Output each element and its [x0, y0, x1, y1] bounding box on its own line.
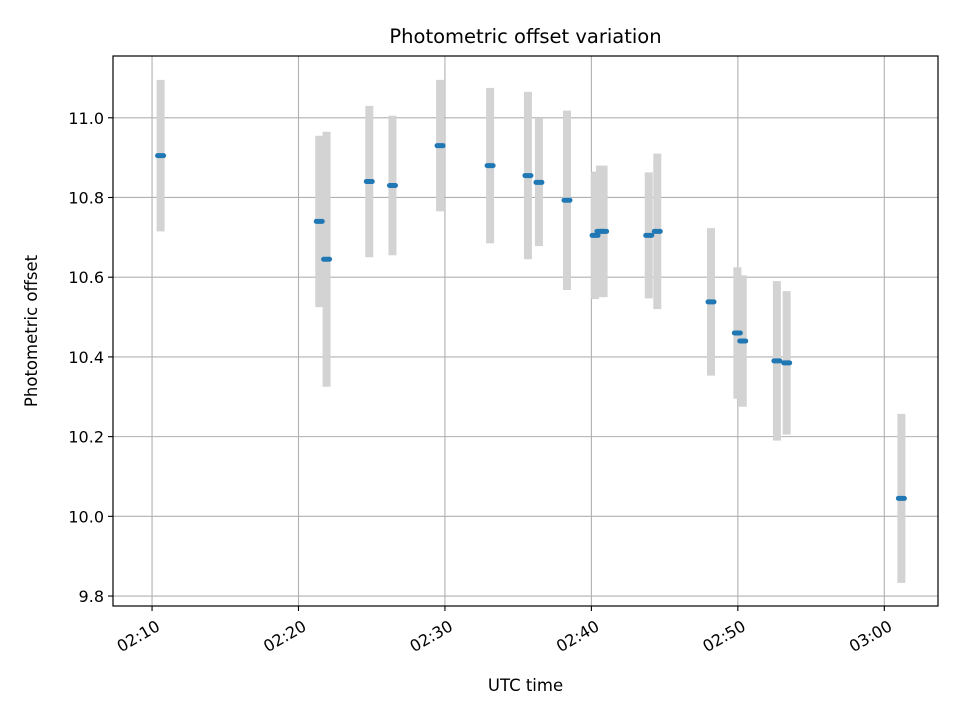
y-tick-label: 10.0 [68, 507, 104, 526]
y-tick-label: 11.0 [68, 109, 104, 128]
y-tick-label: 10.8 [68, 188, 104, 207]
y-tick-label: 9.8 [79, 587, 104, 606]
chart-title: Photometric offset variation [389, 25, 661, 48]
y-tick-label: 10.2 [68, 428, 104, 447]
y-tick-label: 10.6 [68, 268, 104, 287]
plot-area-frame [112, 55, 939, 607]
y-axis-title: Photometric offset [22, 254, 41, 407]
y-tick-label: 10.4 [68, 348, 104, 367]
data-points [155, 143, 907, 501]
x-axis-title: UTC time [488, 676, 563, 695]
